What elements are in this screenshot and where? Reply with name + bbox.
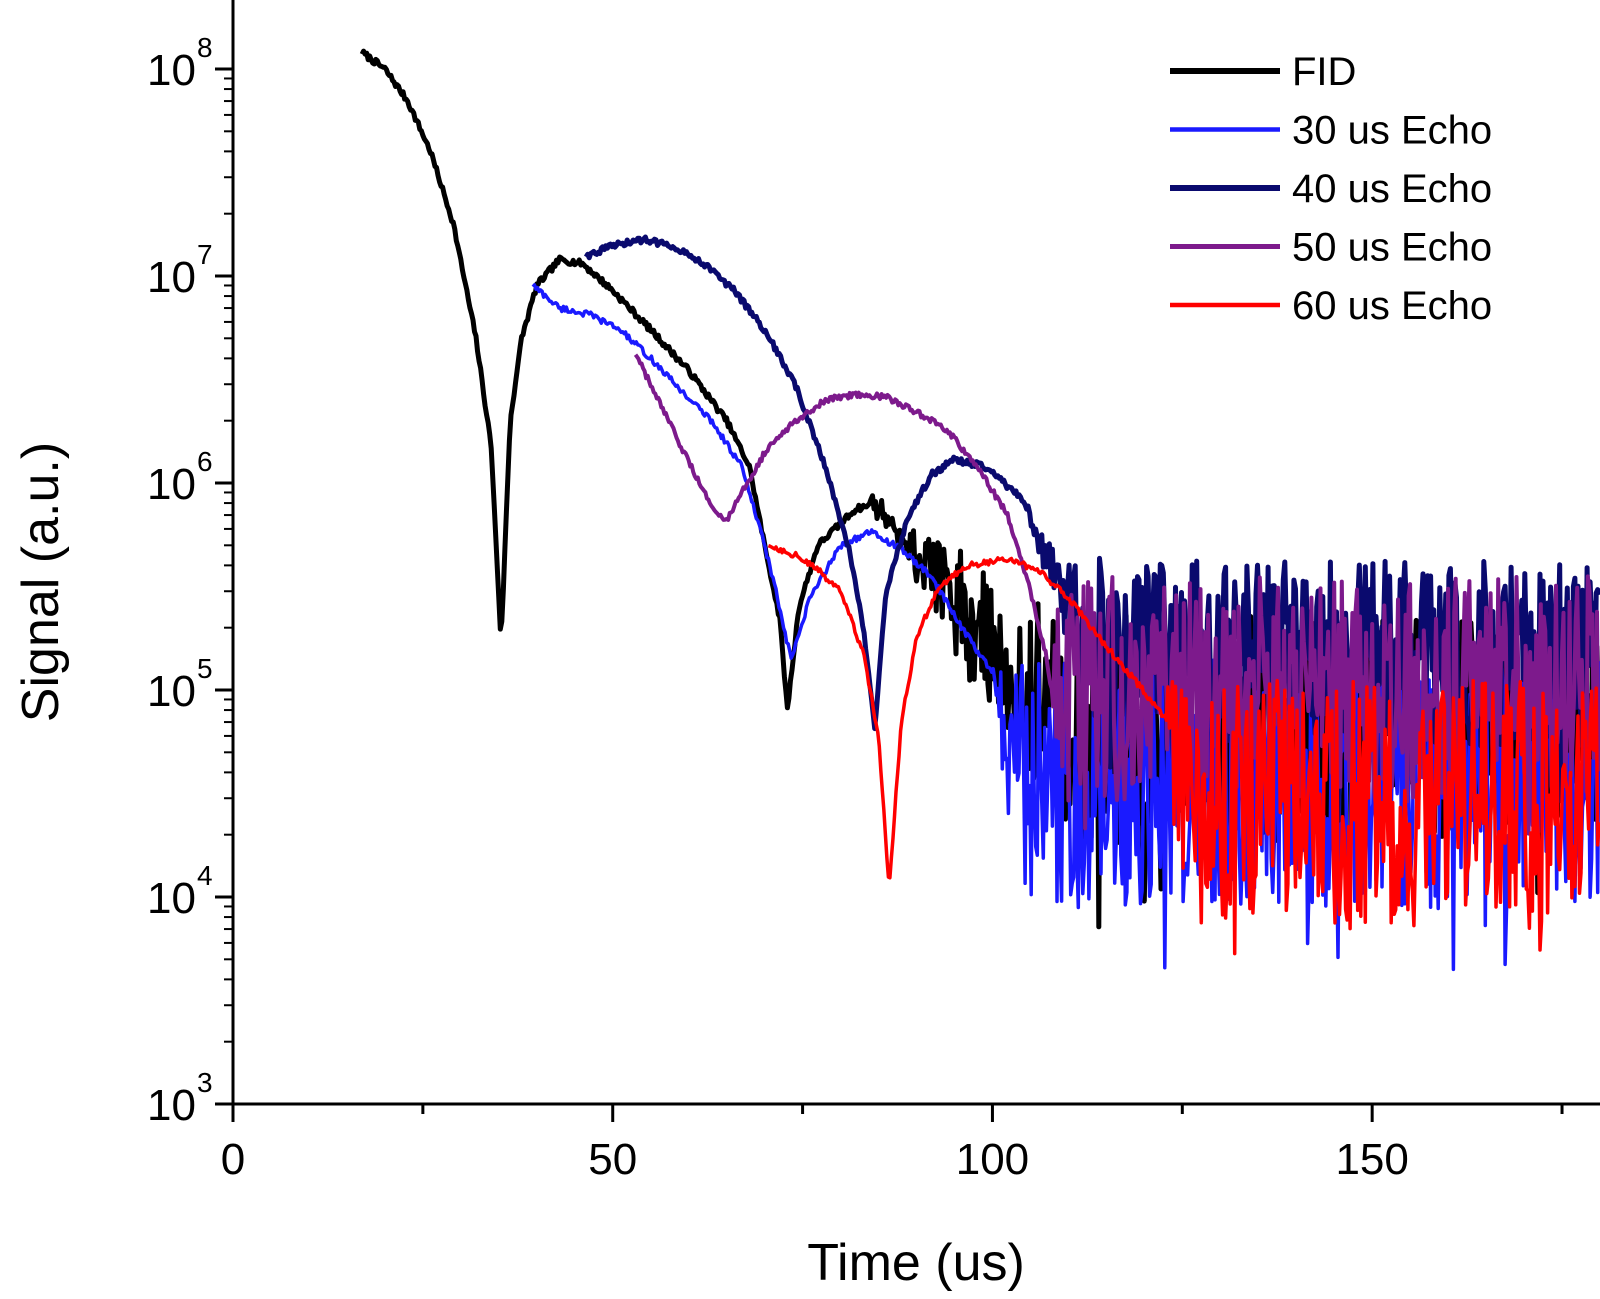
legend-label: 30 us Echo bbox=[1292, 109, 1492, 153]
legend-label: 40 us Echo bbox=[1292, 167, 1492, 211]
y-tick-label-base: 10 bbox=[147, 874, 196, 923]
labels-layer: Time (us) Signal (a.u.) bbox=[12, 442, 1025, 1292]
x-tick-label: 150 bbox=[1335, 1135, 1408, 1184]
y-tick-label-exponent: 3 bbox=[197, 1067, 213, 1098]
legend-item: 50 us Echo bbox=[1170, 226, 1492, 270]
y-tick-label-base: 10 bbox=[147, 46, 196, 95]
legend-item: FID bbox=[1170, 50, 1356, 94]
y-tick-label-exponent: 6 bbox=[197, 446, 213, 477]
y-tick-label-base: 10 bbox=[147, 253, 196, 302]
x-tick-label: 0 bbox=[221, 1135, 245, 1184]
x-tick-label: 50 bbox=[588, 1135, 637, 1184]
legend-item: 40 us Echo bbox=[1170, 167, 1492, 211]
x-tick-label: 100 bbox=[956, 1135, 1029, 1184]
y-tick-label-base: 10 bbox=[147, 667, 196, 716]
y-tick-label-base: 10 bbox=[147, 460, 196, 509]
y-tick-label-exponent: 4 bbox=[197, 860, 213, 891]
y-tick-label-base: 10 bbox=[147, 1081, 196, 1130]
series-line-60-us-echo bbox=[767, 544, 1600, 956]
legend: FID 30 us Echo 40 us Echo 50 us Echo 60 us E… bbox=[1170, 50, 1492, 328]
y-axis-title: Signal (a.u.) bbox=[12, 442, 70, 722]
legend-item: 60 us Echo bbox=[1170, 284, 1492, 328]
legend-label: 50 us Echo bbox=[1292, 226, 1492, 270]
x-axis-title: Time (us) bbox=[807, 1234, 1025, 1292]
y-tick-label-exponent: 7 bbox=[197, 239, 213, 270]
series-layer bbox=[359, 48, 1600, 972]
legend-item: 30 us Echo bbox=[1170, 109, 1492, 153]
y-tick-label-exponent: 8 bbox=[197, 32, 213, 63]
legend-label: 60 us Echo bbox=[1292, 284, 1492, 328]
y-tick-label-exponent: 5 bbox=[197, 653, 213, 684]
legend-label: FID bbox=[1292, 50, 1356, 94]
